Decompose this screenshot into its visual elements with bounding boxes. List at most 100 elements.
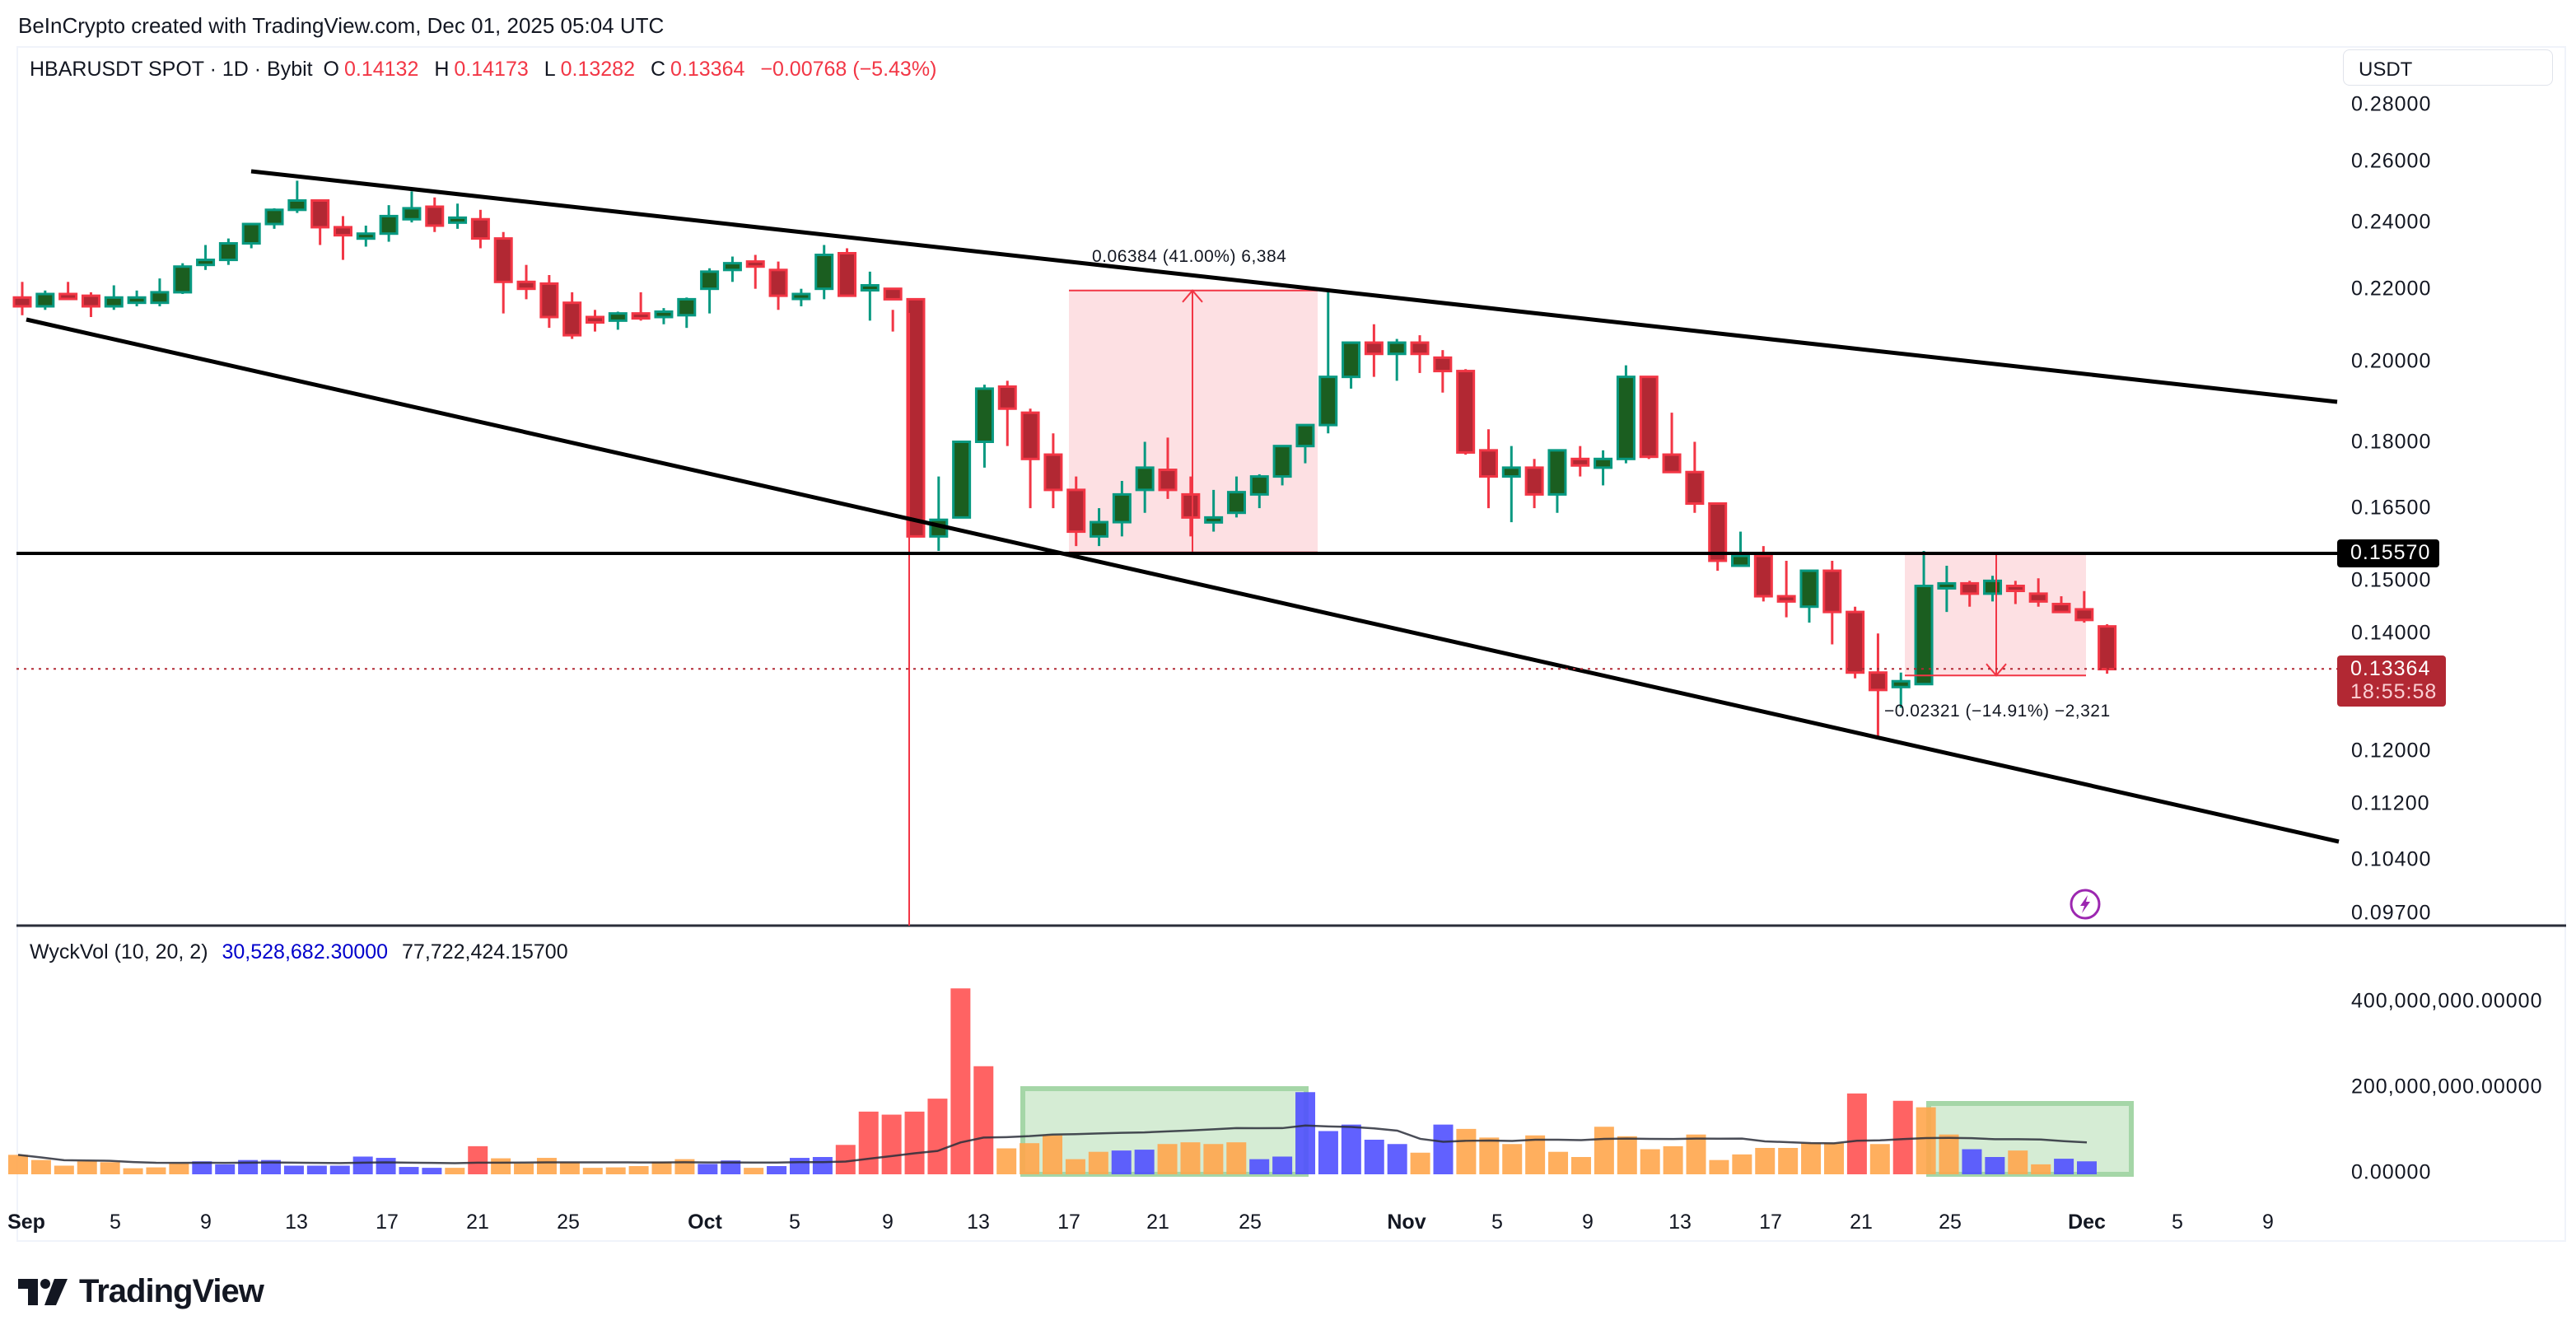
candle — [425, 197, 445, 232]
candle — [1226, 476, 1246, 518]
volume-axis-label: 200,000,000.00000 — [2351, 1075, 2543, 1099]
candle — [1249, 474, 1269, 509]
wedge-lower-trendline — [26, 317, 2340, 844]
time-axis-label: 9 — [882, 1211, 894, 1234]
currency-button[interactable]: USDT — [2343, 49, 2553, 86]
volume-bar — [1410, 1152, 1430, 1174]
volume-bar — [1043, 1135, 1062, 1174]
high-value: 0.14173 — [454, 58, 529, 81]
time-axis-label: 5 — [2172, 1211, 2183, 1234]
candle — [2028, 578, 2048, 607]
volume-bar — [1364, 1140, 1384, 1174]
candle — [608, 311, 628, 330]
candle — [1342, 341, 1361, 389]
volume-bar — [1295, 1092, 1316, 1174]
candle — [2074, 590, 2094, 623]
volume-bar — [1755, 1147, 1776, 1174]
price-axis-label: 0.15000 — [2351, 568, 2432, 592]
price-axis-label: 0.18000 — [2351, 430, 2432, 453]
candle — [1066, 476, 1086, 547]
symbol-title[interactable]: HBARUSDT SPOT · 1D · Bybit — [30, 58, 313, 81]
volume-bar — [721, 1160, 741, 1174]
volume-bar — [1157, 1144, 1178, 1174]
volume-bar — [1020, 1143, 1040, 1174]
volume-bar — [835, 1145, 856, 1174]
candle — [516, 264, 536, 300]
volume-bar — [514, 1163, 534, 1174]
volume-bar — [1640, 1149, 1660, 1174]
volume-bar — [1226, 1142, 1247, 1174]
candle — [1846, 606, 1865, 679]
volume-bar — [1111, 1150, 1132, 1174]
volume-bar — [1663, 1145, 1683, 1174]
volume-bar — [306, 1165, 327, 1174]
time-axis-label: 5 — [110, 1211, 121, 1234]
candle — [1272, 445, 1292, 486]
volume-bar — [1892, 1100, 1913, 1174]
time-axis-label: 13 — [967, 1211, 990, 1234]
volume-bar — [376, 1158, 396, 1174]
volume-bar — [1686, 1134, 1706, 1174]
price-axis-label: 0.20000 — [2351, 349, 2432, 373]
volume-bar — [1318, 1131, 1338, 1174]
price-axis-label: 0.09700 — [2351, 901, 2432, 925]
volume-bar — [2031, 1164, 2051, 1174]
time-axis-label: Sep — [7, 1211, 45, 1234]
volume-bar — [1180, 1142, 1201, 1174]
volume-bar — [1548, 1151, 1569, 1174]
volume-bar — [283, 1165, 304, 1174]
close-value: 0.13364 — [670, 58, 745, 81]
candle — [1868, 633, 1888, 739]
volume-bar — [100, 1162, 120, 1174]
candle — [539, 274, 559, 329]
candle — [1914, 551, 1934, 686]
candle — [1616, 365, 1636, 464]
candle — [1295, 423, 1315, 464]
candle — [654, 308, 674, 324]
volume-bar — [950, 988, 971, 1174]
candle — [1937, 565, 1957, 613]
tradingview-logo-icon — [18, 1278, 68, 1305]
volume-bar — [1387, 1144, 1407, 1174]
candle — [1731, 531, 1750, 567]
price-axis-label: 0.24000 — [2351, 210, 2432, 234]
candle — [838, 248, 857, 297]
volume-bar — [329, 1165, 350, 1174]
volume-bar — [1617, 1136, 1637, 1174]
volume-bar — [1456, 1128, 1477, 1174]
candle — [310, 198, 330, 245]
lightning-icon[interactable] — [2069, 888, 2102, 921]
volume-bar — [123, 1168, 143, 1174]
price-axis-label: 0.11200 — [2351, 791, 2430, 815]
candle — [1708, 502, 1728, 572]
volume-bar — [858, 1111, 879, 1174]
time-axis-label: 21 — [1850, 1211, 1873, 1234]
candle — [1020, 408, 1040, 509]
volume-bar — [881, 1114, 902, 1174]
time-axis-label: 25 — [1939, 1211, 1962, 1234]
volume-bar — [422, 1168, 442, 1174]
candle — [929, 476, 949, 552]
volume-bar — [169, 1163, 189, 1174]
volume-ma-line — [17, 1124, 2088, 1164]
indicator-name[interactable]: WyckVol (10, 20, 2) — [30, 940, 208, 963]
volume-bar — [1709, 1159, 1729, 1174]
candle — [1478, 429, 1498, 509]
price-axis-label: 0.10400 — [2351, 847, 2432, 871]
volume-bar — [1801, 1143, 1822, 1174]
time-axis-label: Oct — [688, 1211, 722, 1234]
time-axis-label: 13 — [285, 1211, 308, 1234]
volume-bar — [2054, 1159, 2074, 1174]
volume-bar — [445, 1168, 465, 1174]
chart-frame — [16, 46, 2566, 1242]
volume-bar — [1962, 1149, 1982, 1174]
candle — [241, 222, 261, 249]
volume-bar — [491, 1158, 511, 1174]
candle — [1410, 335, 1430, 373]
volume-bar — [2008, 1150, 2028, 1174]
volume-bar — [559, 1162, 580, 1174]
volume-bar — [582, 1168, 603, 1174]
time-axis-label: 25 — [1239, 1211, 1262, 1234]
candle — [997, 380, 1017, 446]
